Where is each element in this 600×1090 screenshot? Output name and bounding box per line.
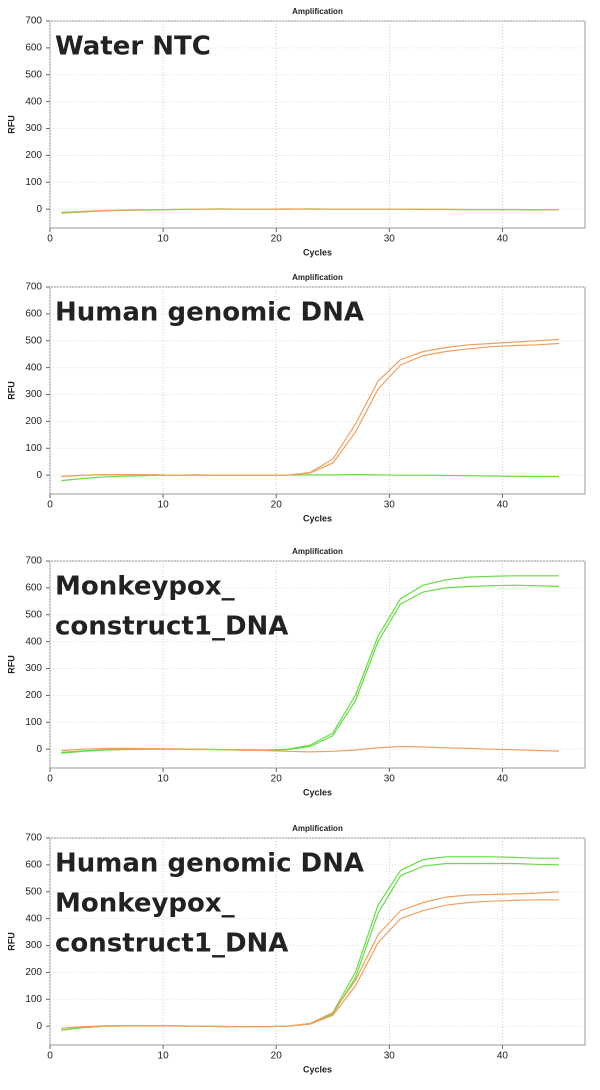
x-axis-label: Cycles <box>303 1064 332 1074</box>
y-tick-label: 500 <box>25 69 42 80</box>
y-tick-label: 300 <box>25 663 42 674</box>
y-axis-label: RFU <box>6 655 16 674</box>
y-tick-label: 200 <box>25 150 42 161</box>
y-tick-label: 0 <box>36 204 42 215</box>
y-tick-label: 400 <box>25 362 42 373</box>
amplification-curve <box>61 473 559 482</box>
y-tick-label: 500 <box>25 886 42 897</box>
y-tick-label: 400 <box>25 96 42 107</box>
y-tick-label: 400 <box>25 913 42 924</box>
x-tick-label: 20 <box>271 1051 283 1062</box>
y-tick-label: 300 <box>25 940 42 951</box>
y-tick-label: 600 <box>25 309 42 320</box>
y-tick-label: 700 <box>25 556 42 567</box>
chart-title: Amplification <box>292 824 343 833</box>
y-tick-label: 500 <box>25 335 42 346</box>
amplification-curve <box>61 899 559 1029</box>
x-tick-label: 10 <box>158 1051 170 1062</box>
y-axis-label: RFU <box>6 381 16 400</box>
y-tick-label: 0 <box>36 1021 42 1032</box>
x-tick-label: 20 <box>271 500 283 511</box>
x-tick-label: 40 <box>497 500 509 511</box>
y-tick-label: 600 <box>25 583 42 594</box>
y-tick-label: 0 <box>36 470 42 481</box>
x-tick-label: 10 <box>158 234 170 245</box>
chart-title: Amplification <box>292 7 343 16</box>
annotation: Monkeypox_ <box>55 889 235 919</box>
x-tick-label: 40 <box>497 234 509 245</box>
amplification-curve <box>61 338 560 478</box>
y-tick-label: 600 <box>25 860 42 871</box>
y-tick-label: 100 <box>25 994 42 1005</box>
y-axis-label: RFU <box>6 115 16 134</box>
x-tick-label: 20 <box>271 774 283 785</box>
amplification-curve <box>61 208 559 213</box>
y-tick-label: 700 <box>25 833 42 844</box>
x-tick-label: 0 <box>47 500 53 511</box>
y-tick-label: 100 <box>25 177 42 188</box>
chart-title: Amplification <box>292 547 343 556</box>
y-tick-label: 200 <box>25 967 42 978</box>
amplification-curve <box>61 745 560 753</box>
y-axis-label: RFU <box>6 932 16 951</box>
annotation: Water NTC <box>55 32 211 62</box>
x-tick-label: 40 <box>497 774 509 785</box>
y-tick-label: 100 <box>25 717 42 728</box>
y-tick-label: 300 <box>25 123 42 134</box>
amplification-curve <box>61 584 560 753</box>
x-tick-label: 30 <box>384 500 396 511</box>
y-tick-label: 300 <box>25 389 42 400</box>
x-tick-label: 30 <box>384 234 396 245</box>
y-tick-label: 200 <box>25 416 42 427</box>
x-tick-label: 10 <box>158 774 170 785</box>
amplification-curve <box>61 575 559 754</box>
y-tick-label: 0 <box>36 744 42 755</box>
y-tick-label: 500 <box>25 609 42 620</box>
annotation: Monkeypox_ <box>55 572 235 602</box>
y-tick-label: 700 <box>25 16 42 27</box>
x-tick-label: 10 <box>158 500 170 511</box>
x-axis-label: Cycles <box>303 787 332 797</box>
x-axis-label: Cycles <box>303 513 332 523</box>
annotation: Human genomic DNA <box>55 298 364 328</box>
x-tick-label: 0 <box>47 1051 53 1062</box>
annotation: Human genomic DNA <box>55 849 364 879</box>
x-tick-label: 20 <box>271 234 283 245</box>
x-tick-label: 30 <box>384 774 396 785</box>
chart-title: Amplification <box>292 273 343 282</box>
x-tick-label: 40 <box>497 1051 509 1062</box>
annotation: construct1_DNA <box>55 929 288 959</box>
y-tick-label: 200 <box>25 690 42 701</box>
y-tick-label: 400 <box>25 636 42 647</box>
annotation: construct1_DNA <box>55 612 288 642</box>
x-axis-label: Cycles <box>303 247 332 257</box>
x-tick-label: 30 <box>384 1051 396 1062</box>
x-tick-label: 0 <box>47 774 53 785</box>
amplification-curve <box>61 342 560 478</box>
y-tick-label: 700 <box>25 282 42 293</box>
x-tick-label: 0 <box>47 234 53 245</box>
y-tick-label: 600 <box>25 43 42 54</box>
y-tick-label: 100 <box>25 443 42 454</box>
